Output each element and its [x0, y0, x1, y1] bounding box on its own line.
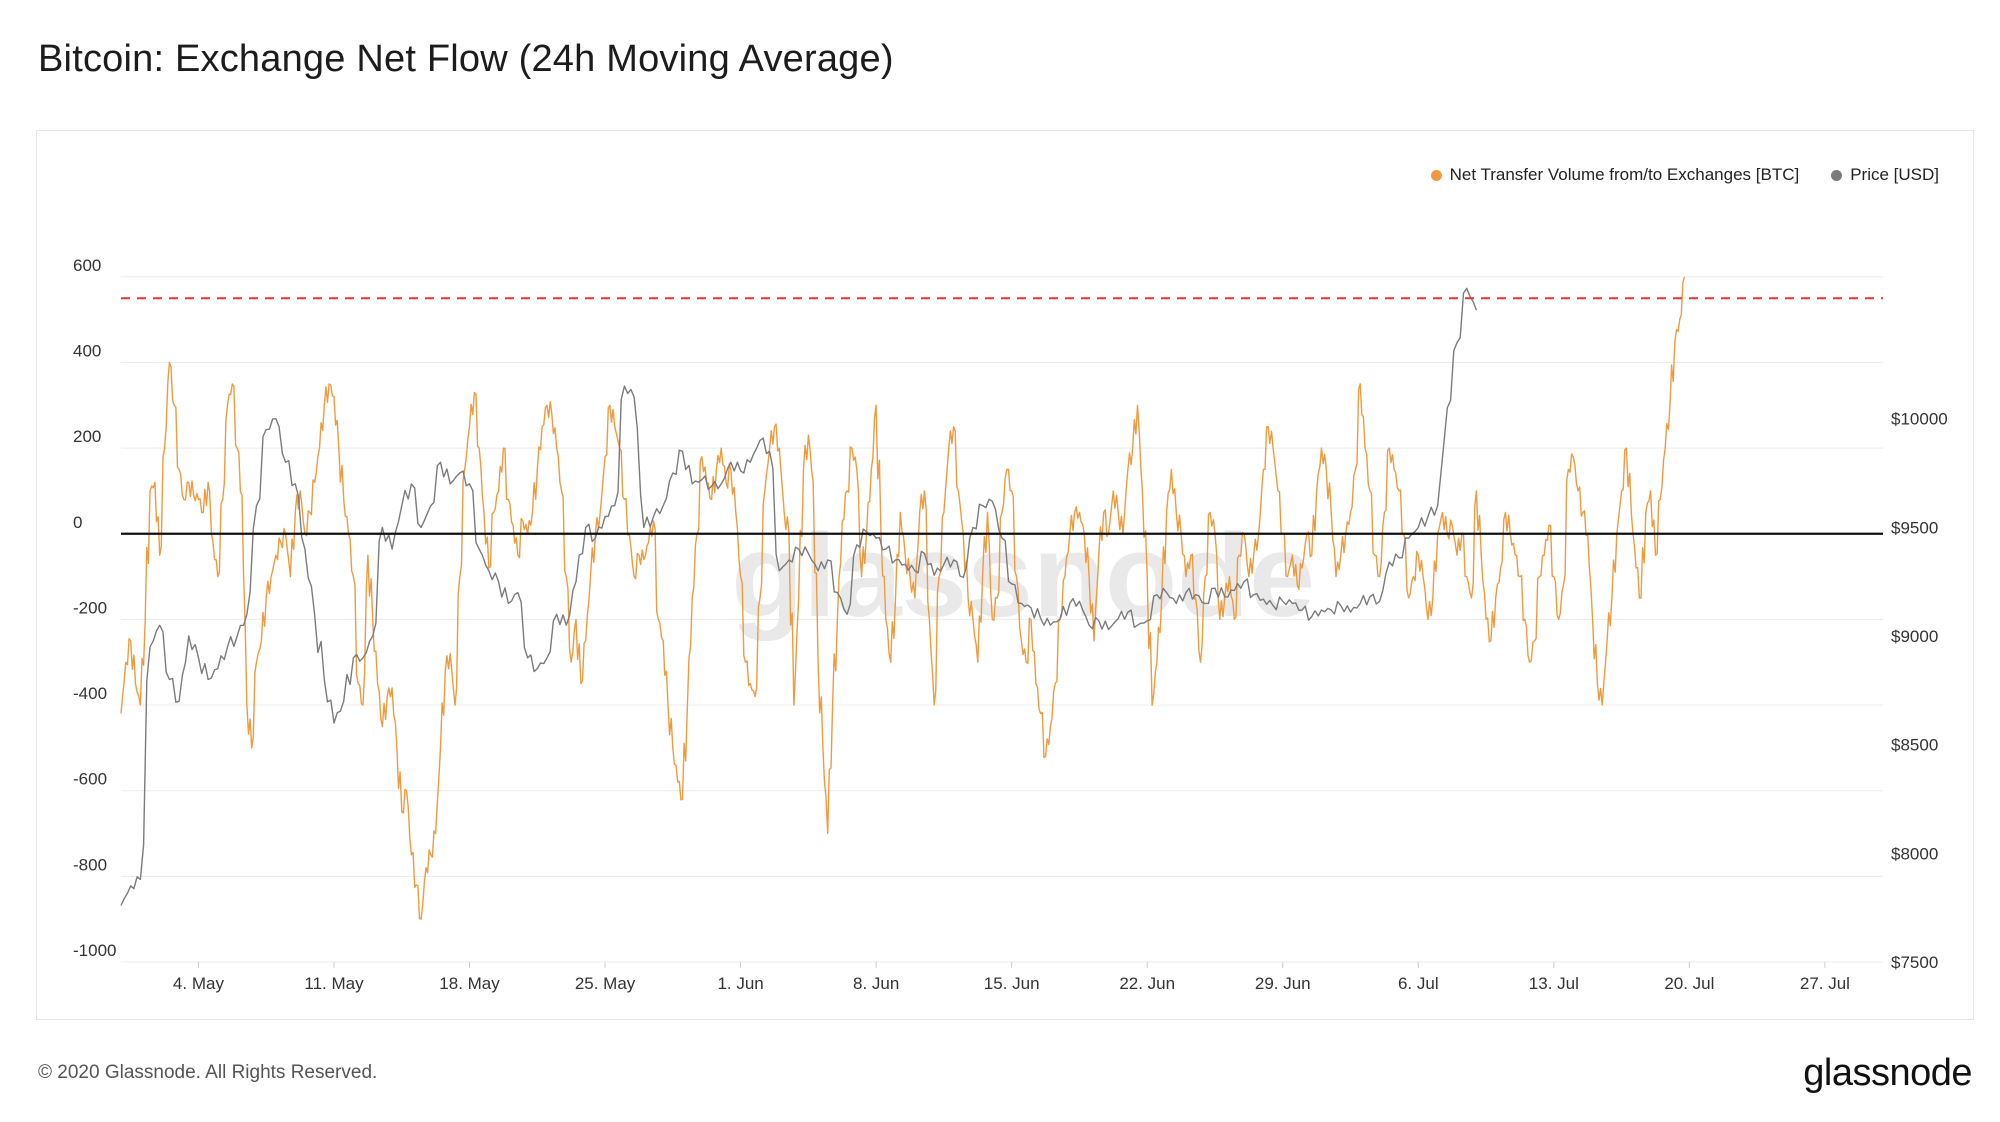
price-series-line	[120, 287, 1478, 906]
reference-lines	[121, 297, 1883, 535]
y-right-tick-label: $7500	[1891, 953, 1938, 972]
x-tick-label: 29. Jun	[1255, 974, 1311, 993]
x-tick-label: 27. Jul	[1800, 974, 1850, 993]
price-legend-dot-icon	[1831, 169, 1843, 181]
x-tick-label: 4. May	[173, 974, 225, 993]
chart-frame: glassnode 600 400 200 0 -200 -400 -600 -800 -100…	[36, 130, 1974, 1020]
y-left-tick-label: 600	[73, 256, 101, 275]
x-tick-label: 13. Jul	[1529, 974, 1579, 993]
legend: Net Transfer Volume from/to Exchanges [B…	[1430, 165, 1939, 185]
y-left-tick-label: -1000	[73, 941, 116, 960]
page-title: Bitcoin: Exchange Net Flow (24h Moving A…	[38, 38, 894, 80]
y-right-tick-label: $9000	[1891, 627, 1938, 646]
x-tick-label: 6. Jul	[1398, 974, 1439, 993]
copyright-text: © 2020 Glassnode. All Rights Reserved.	[38, 1062, 378, 1083]
legend-label-netflow: Net Transfer Volume from/to Exchanges [B…	[1449, 165, 1800, 184]
y-left-tick-label: 400	[73, 341, 101, 360]
x-axis: 4. May 11. May 18. May 25. May 1. Jun 8. Jun 1…	[173, 962, 1850, 993]
legend-item-price[interactable]: Price [USD]	[1831, 165, 1939, 185]
y-right-tick-label: $8500	[1891, 736, 1938, 755]
legend-label-price: Price [USD]	[1850, 165, 1939, 184]
y-right-tick-label: $10000	[1891, 410, 1948, 429]
watermark: glassnode	[731, 510, 1315, 642]
y-left-tick-label: 0	[73, 513, 82, 532]
legend-item-netflow[interactable]: Net Transfer Volume from/to Exchanges [B…	[1430, 165, 1800, 185]
y-left-tick-label: -200	[73, 598, 107, 617]
y-left-tick-label: -600	[73, 770, 107, 789]
brand-logo[interactable]: glassnode	[1803, 1052, 1972, 1094]
x-tick-label: 15. Jun	[984, 974, 1040, 993]
y-left-tick-label: 200	[73, 427, 101, 446]
y-left-tick-label: -800	[73, 855, 107, 874]
x-tick-label: 8. Jun	[853, 974, 899, 993]
y-axis-left: 600 400 200 0 -200 -400 -600 -800 -1000	[73, 256, 116, 960]
x-tick-label: 20. Jul	[1664, 974, 1714, 993]
x-tick-label: 11. May	[304, 974, 364, 993]
chart: glassnode 600 400 200 0 -200 -400 -600 -800 -100…	[73, 256, 1948, 993]
y-right-tick-label: $8000	[1891, 844, 1938, 863]
x-tick-label: 22. Jun	[1119, 974, 1175, 993]
netflow-legend-dot-icon	[1430, 169, 1442, 181]
y-right-tick-label: $9500	[1891, 518, 1938, 537]
y-left-tick-label: -400	[73, 684, 107, 703]
x-tick-label: 1. Jun	[717, 974, 763, 993]
x-tick-label: 18. May	[439, 974, 500, 993]
x-tick-label: 25. May	[575, 974, 636, 993]
y-axis-right: $10000 $9500 $9000 $8500 $8000 $7500	[1891, 410, 1948, 972]
